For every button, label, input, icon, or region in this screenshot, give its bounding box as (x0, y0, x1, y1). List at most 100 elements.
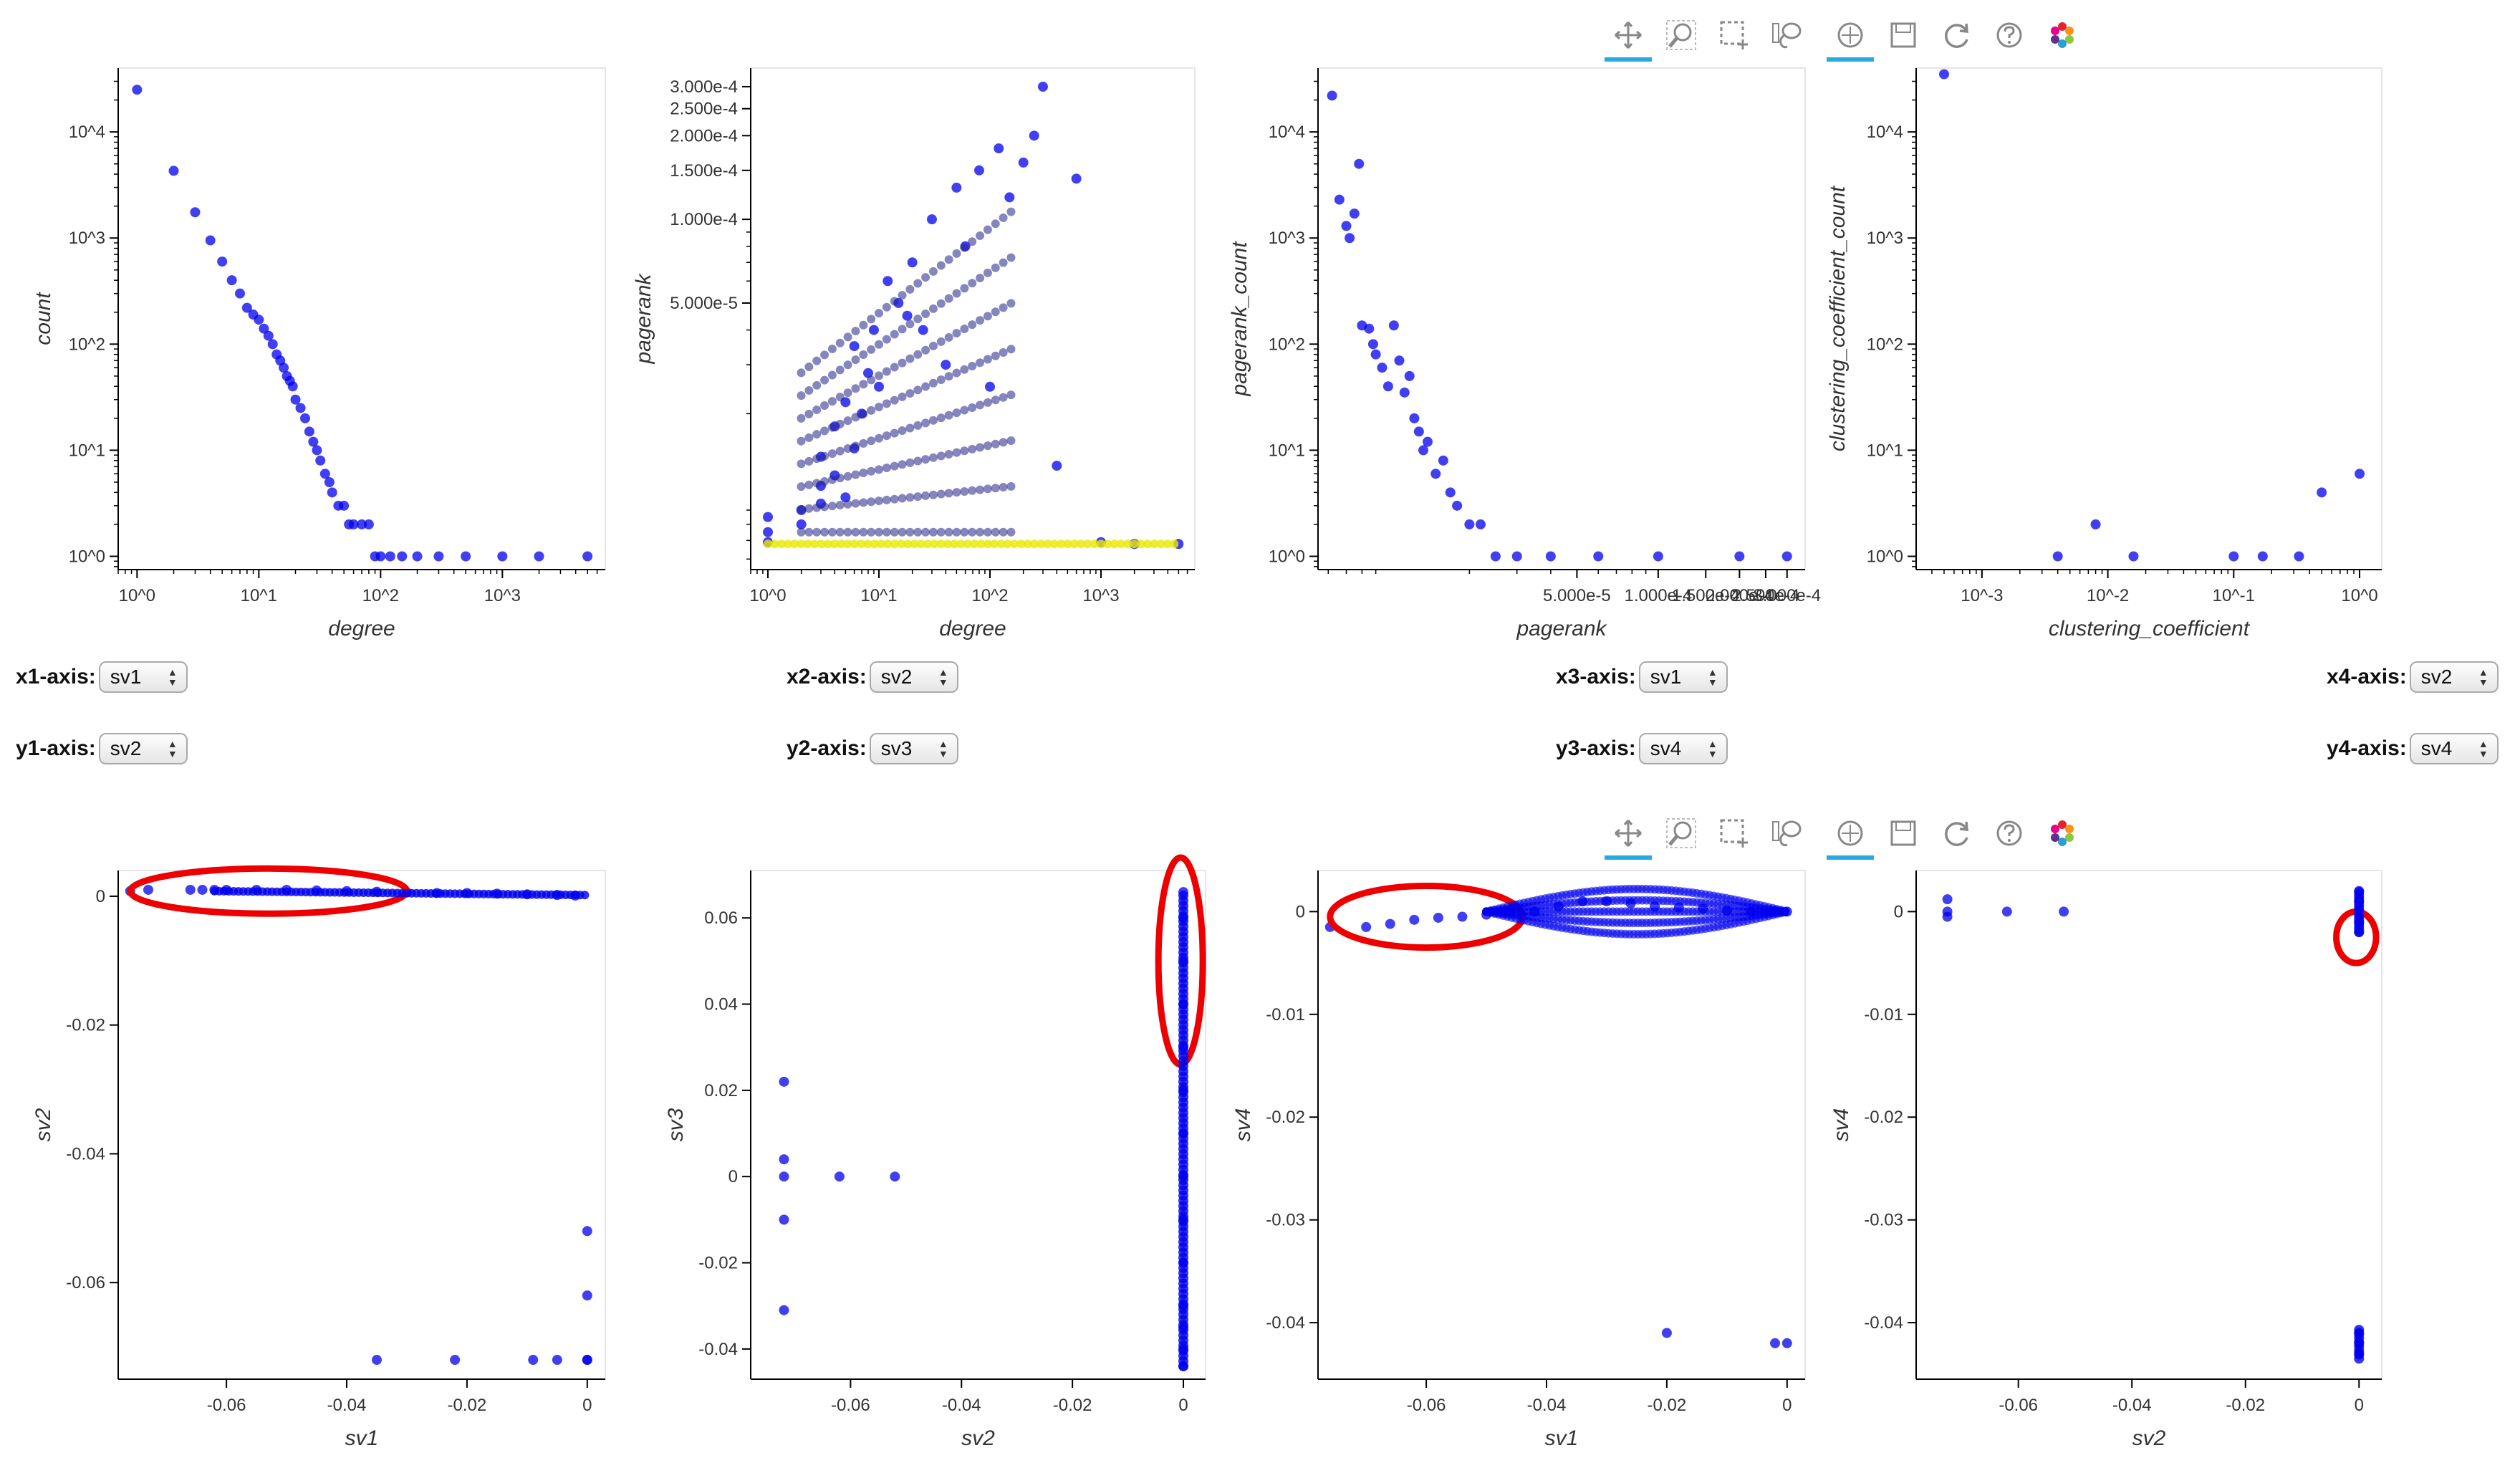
data-point (226, 275, 237, 286)
data-point (412, 551, 423, 562)
data-point (905, 389, 915, 398)
bottom-reset-tool[interactable] (1933, 811, 1980, 855)
bottom-save-tool[interactable] (1880, 811, 1927, 855)
data-point (830, 539, 840, 549)
data-point (902, 310, 913, 321)
data-point (812, 479, 822, 488)
data-point (1037, 81, 1048, 92)
top-pan-tool[interactable] (1605, 13, 1652, 62)
data-point (983, 225, 992, 234)
data-point (941, 360, 951, 370)
top-bokeh-logo[interactable] (2039, 13, 2086, 57)
x1-axis-select[interactable]: sv1 ▲ ▼ (98, 661, 188, 693)
data-point (835, 474, 845, 483)
top-help-tool[interactable] (1986, 13, 2033, 57)
data-point (952, 488, 961, 497)
top-reset-tool[interactable] (1933, 13, 1980, 57)
data-point (985, 381, 996, 392)
y2-axis-select[interactable]: sv3 ▲ ▼ (869, 733, 958, 764)
data-point (497, 551, 508, 562)
data-point (991, 219, 1000, 229)
data-point (875, 309, 884, 318)
help-icon (1996, 820, 2022, 846)
bottom-lasso-select-tool[interactable] (1764, 811, 1811, 855)
data-point (882, 464, 891, 473)
x-tick-label: 0 (1782, 1396, 1792, 1415)
data-point (883, 276, 893, 287)
data-point (999, 213, 1008, 222)
data-point (950, 539, 959, 549)
data-point (890, 539, 899, 549)
x2-axis-select[interactable]: sv2 ▲ ▼ (869, 661, 958, 693)
data-point (976, 485, 985, 494)
data-point (1083, 539, 1092, 549)
y-tick-label: 10^2 (1269, 335, 1305, 354)
y-tick-label: 1.000e-4 (670, 210, 738, 229)
data-point (999, 483, 1008, 492)
data-point (928, 453, 938, 462)
x4-axis-select[interactable]: sv2 ▲ ▼ (2409, 661, 2499, 693)
x-axis-title: pagerank (1516, 617, 1607, 641)
data-point (851, 441, 860, 451)
data-point (943, 539, 953, 549)
bottom-pan-tool[interactable] (1605, 811, 1652, 860)
data-point (918, 325, 928, 335)
data-point (851, 384, 860, 393)
data-point (820, 426, 829, 436)
data-point (898, 392, 907, 401)
data-point (1052, 461, 1062, 471)
y1-axis-select[interactable]: sv2 ▲ ▼ (98, 733, 188, 764)
data-point (905, 423, 915, 433)
data-point (820, 350, 829, 360)
data-point (913, 385, 923, 395)
top-box-select-tool[interactable] (1711, 13, 1758, 57)
x-axis-title: degree (328, 617, 395, 641)
data-point (913, 350, 923, 359)
data-point (898, 325, 907, 334)
x-tick-label: -0.06 (831, 1396, 870, 1415)
top-save-tool[interactable] (1880, 13, 1927, 57)
data-point (898, 494, 907, 503)
top-lasso-select-tool[interactable] (1764, 13, 1811, 57)
data-point (1433, 912, 1443, 923)
data-point (913, 421, 923, 430)
data-point (898, 460, 907, 469)
data-point (843, 388, 852, 398)
x3-axis-select[interactable]: sv1 ▲ ▼ (1638, 661, 1728, 693)
bottom-bokeh-logo[interactable] (2039, 811, 2086, 855)
bottom-wheel-zoom-tool[interactable] (1658, 811, 1705, 855)
data-point (951, 182, 962, 193)
box-select-icon (1720, 819, 1748, 848)
bottom-wheel-pan-tool[interactable] (1827, 811, 1874, 860)
data-point (875, 371, 884, 380)
data-point (921, 309, 930, 318)
data-point (235, 288, 245, 299)
data-point (952, 408, 961, 418)
bottom-box-select-tool[interactable] (1711, 811, 1758, 855)
data-point (304, 426, 314, 437)
data-point (944, 411, 953, 420)
top-wheel-pan-tool[interactable] (1827, 13, 1874, 62)
data-point (299, 413, 310, 423)
data-point (850, 539, 859, 549)
data-point (779, 1171, 789, 1182)
data-point (890, 494, 899, 504)
data-point (312, 445, 322, 456)
bottom-help-tool[interactable] (1986, 811, 2033, 855)
y3-axis-select[interactable]: sv4 ▲ ▼ (1638, 733, 1728, 764)
y4-axis-select[interactable]: sv4 ▲ ▼ (2409, 733, 2499, 764)
x-tick-label: 10^-3 (1961, 586, 2003, 605)
y-axis-title: sv4 (1829, 1108, 1853, 1142)
x4-axis-value: sv2 (2420, 666, 2453, 688)
data-point (843, 360, 852, 370)
data-point (859, 320, 868, 330)
data-point (1430, 469, 1441, 479)
y-tick-label: -0.02 (66, 1016, 105, 1035)
data-point (999, 303, 1008, 312)
data-point (1418, 445, 1429, 456)
data-point (820, 527, 829, 537)
data-point (1734, 551, 1745, 562)
top-wheel-zoom-tool[interactable] (1658, 13, 1705, 57)
data-point (960, 325, 969, 334)
data-point (797, 436, 806, 446)
